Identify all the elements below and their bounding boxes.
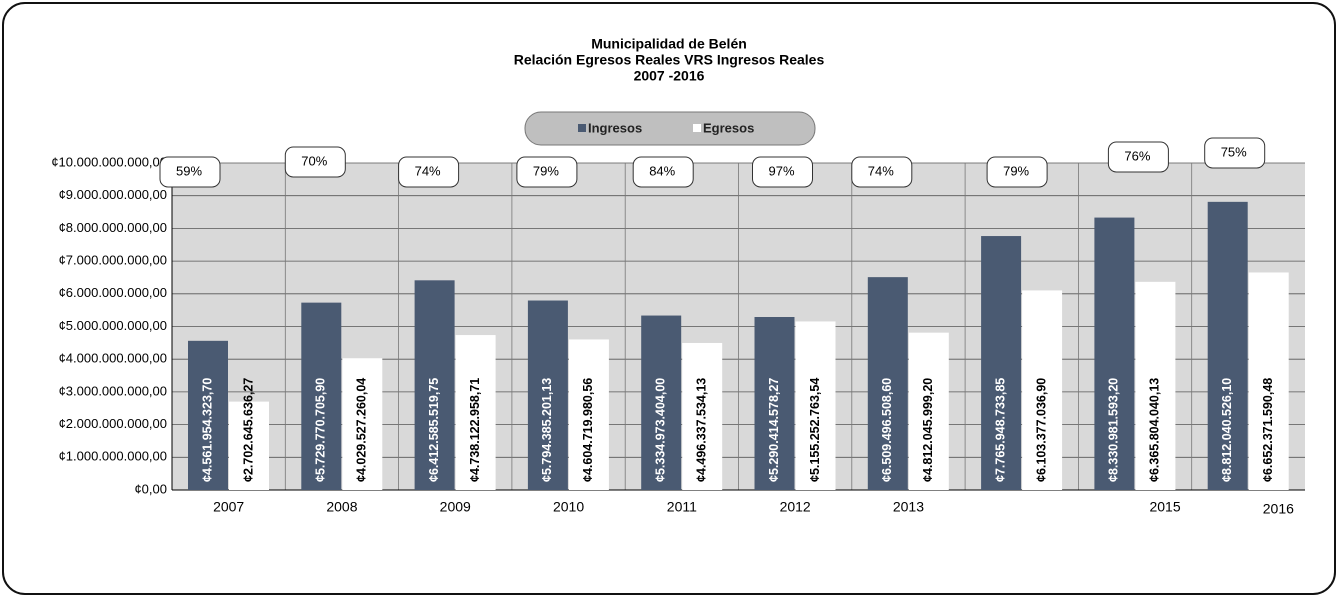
bar bbox=[682, 342, 723, 490]
chart-subtitle: Relación Egresos Reales VRS Ingresos Rea… bbox=[514, 52, 825, 68]
annotation-box bbox=[752, 156, 813, 188]
annotation: 84% bbox=[649, 163, 675, 178]
y-tick-label: ¢1.000.000.000,00 bbox=[59, 449, 167, 464]
annotation: 76% bbox=[1124, 148, 1150, 163]
value-label: ¢8.330.981.593,20 bbox=[1107, 378, 1121, 482]
annotation: 79% bbox=[1003, 163, 1029, 178]
chart-period: 2007 -2016 bbox=[634, 68, 705, 84]
value-label: ¢4.561.954.323,70 bbox=[200, 378, 214, 482]
value-label: ¢4.604.719.980,56 bbox=[581, 378, 595, 482]
value-label: ¢5.155.252.763,54 bbox=[808, 378, 822, 482]
value-label: ¢2.702.645.636,27 bbox=[241, 378, 255, 482]
x-tick-label: 2016 bbox=[1263, 501, 1294, 517]
bar bbox=[1248, 272, 1289, 490]
y-tick-label: ¢0,00 bbox=[134, 481, 167, 496]
y-tick-label: ¢8.000.000.000,00 bbox=[59, 220, 167, 235]
value-label: ¢5.729.770.705,90 bbox=[314, 378, 328, 482]
value-label: ¢6.365.804.040,13 bbox=[1148, 378, 1162, 482]
bar bbox=[1022, 290, 1063, 490]
y-tick-label: ¢4.000.000.000,00 bbox=[59, 351, 167, 366]
x-tick-label: 2010 bbox=[553, 499, 584, 515]
x-tick-label: 2013 bbox=[893, 499, 924, 515]
annotation: 70% bbox=[301, 153, 327, 168]
value-label: ¢7.765.948.733,85 bbox=[993, 378, 1007, 482]
value-label: ¢5.334.973.404,00 bbox=[653, 378, 667, 482]
y-tick-label: ¢10.000.000.000,00 bbox=[51, 154, 167, 169]
y-tick-label: ¢6.000.000.000,00 bbox=[59, 285, 167, 300]
legend-swatch bbox=[578, 124, 586, 132]
value-label: ¢5.290.414.578,27 bbox=[767, 378, 781, 482]
y-tick-label: ¢9.000.000.000,00 bbox=[59, 187, 167, 202]
bar bbox=[568, 339, 609, 490]
annotation-box bbox=[516, 156, 578, 188]
bar bbox=[754, 317, 795, 490]
y-tick-label: ¢5.000.000.000,00 bbox=[59, 318, 167, 333]
value-label: ¢5.794.385.201,13 bbox=[540, 378, 554, 482]
bar bbox=[455, 335, 496, 490]
annotation: 79% bbox=[533, 163, 559, 178]
value-label: ¢4.738.122.958,71 bbox=[468, 378, 482, 482]
x-tick-label: 2012 bbox=[780, 499, 811, 515]
x-tick-label: 2015 bbox=[1149, 499, 1180, 515]
y-tick-label: ¢7.000.000.000,00 bbox=[59, 253, 167, 268]
x-tick-label: 2007 bbox=[213, 499, 244, 515]
annotation-box bbox=[1204, 137, 1266, 169]
bar bbox=[301, 302, 342, 490]
x-tick-label: 2009 bbox=[440, 499, 471, 515]
annotation: 59% bbox=[176, 163, 202, 178]
bar bbox=[1094, 217, 1135, 490]
bar bbox=[188, 340, 228, 490]
bar bbox=[229, 401, 269, 490]
value-label: ¢4.812.045.999,20 bbox=[921, 378, 935, 482]
annotation: 97% bbox=[769, 163, 795, 178]
legend bbox=[524, 111, 816, 146]
legend-swatch bbox=[693, 124, 701, 132]
bar bbox=[908, 332, 949, 490]
value-label: ¢4.029.527.260,04 bbox=[355, 378, 369, 482]
annotation-box bbox=[398, 156, 460, 188]
annotation-box bbox=[159, 156, 221, 188]
bar bbox=[414, 280, 455, 490]
y-tick-label: ¢2.000.000.000,00 bbox=[59, 416, 167, 431]
value-label: ¢4.496.337.534,13 bbox=[694, 378, 708, 482]
annotation: 75% bbox=[1221, 144, 1247, 159]
value-label: ¢6.103.377.036,90 bbox=[1034, 378, 1048, 482]
bar bbox=[981, 236, 1022, 490]
annotation-box bbox=[632, 156, 694, 188]
bar bbox=[795, 321, 836, 490]
value-label: ¢6.412.585.519,75 bbox=[427, 378, 441, 482]
value-label: ¢6.509.496.508,60 bbox=[880, 378, 894, 482]
annotation: 74% bbox=[868, 163, 894, 178]
y-tick-label: ¢3.000.000.000,00 bbox=[59, 383, 167, 398]
chart-title: Municipalidad de Belén bbox=[591, 36, 747, 52]
bar bbox=[867, 277, 908, 490]
annotation-box bbox=[986, 156, 1048, 188]
bar bbox=[1207, 201, 1248, 491]
legend-label: Ingresos bbox=[588, 120, 642, 135]
value-label: ¢6.652.371.590,48 bbox=[1261, 378, 1275, 482]
bar bbox=[342, 358, 383, 490]
value-label: ¢8.812.040.526,10 bbox=[1220, 378, 1234, 482]
legend-label: Egresos bbox=[703, 120, 754, 135]
x-tick-label: 2008 bbox=[326, 499, 357, 515]
bar bbox=[527, 300, 568, 490]
bar bbox=[641, 315, 682, 490]
annotation-box bbox=[284, 146, 346, 178]
bar bbox=[1135, 281, 1176, 490]
annotation-box bbox=[1107, 141, 1169, 173]
annotation: 74% bbox=[415, 163, 441, 178]
annotation-box bbox=[851, 156, 913, 188]
x-tick-label: 2011 bbox=[667, 499, 697, 515]
